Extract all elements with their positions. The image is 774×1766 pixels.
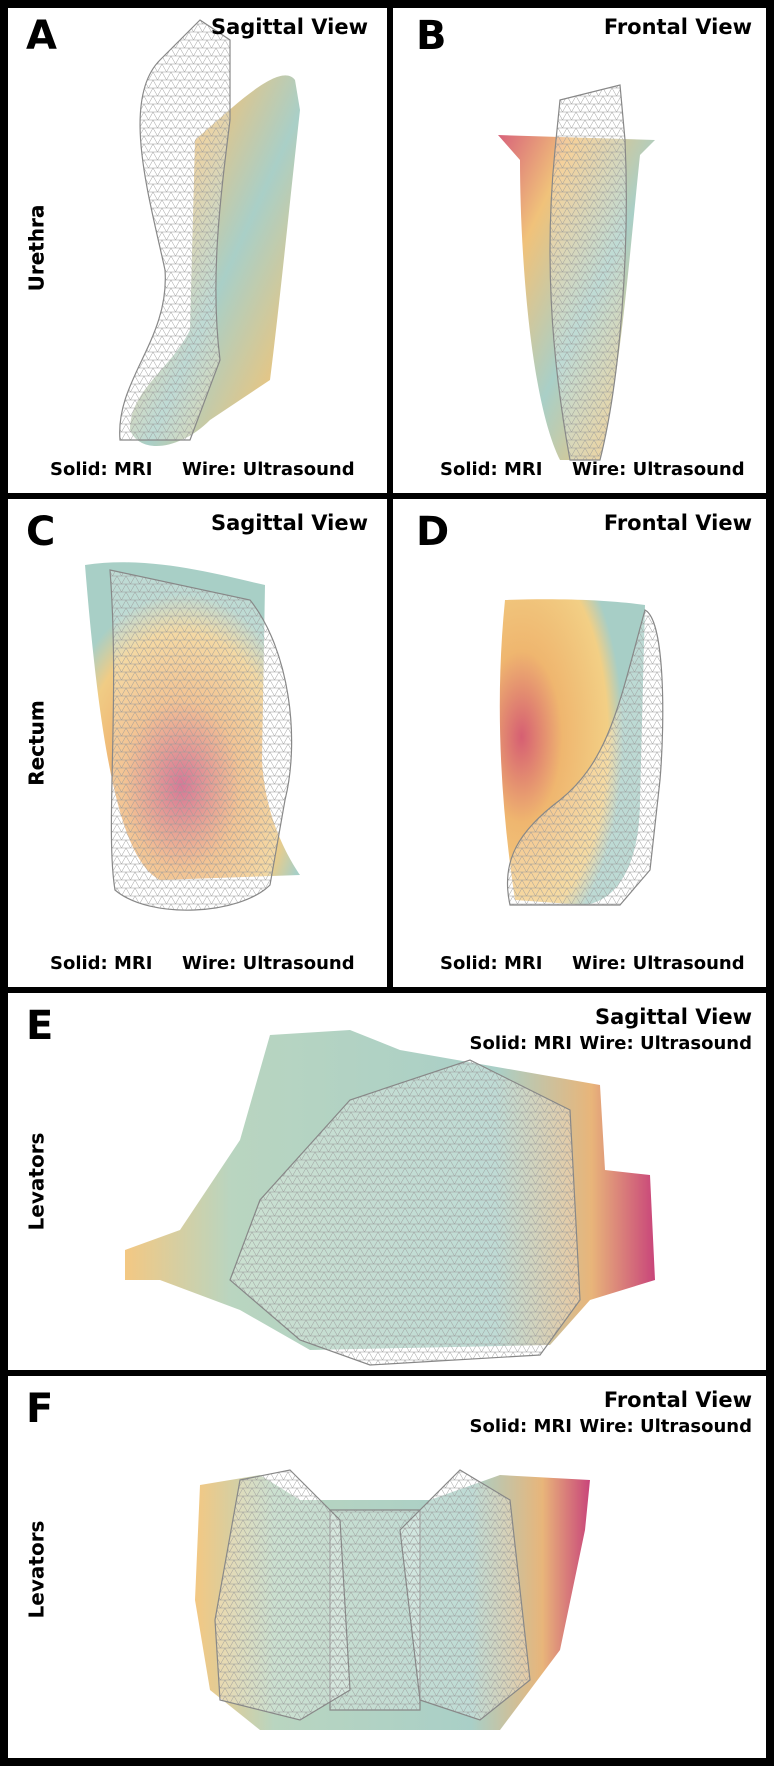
view-title: Sagittal View (211, 511, 368, 535)
panel-letter: F (26, 1386, 53, 1432)
structure-label: Rectum (25, 700, 49, 785)
legend-solid: Solid: MRI (440, 953, 543, 974)
legend-solid: Solid: MRI (50, 953, 153, 974)
legend-wire: Wire: Ultrasound (572, 953, 745, 974)
structure-label: Urethra (25, 205, 49, 292)
levators-sagittal-render (125, 1030, 655, 1365)
rectum-sagittal-render (85, 562, 300, 910)
view-title: Frontal View (604, 511, 752, 535)
legend-wire: Wire: Ultrasound (579, 1416, 752, 1437)
legend-solid: Solid: MRI (470, 1416, 573, 1437)
legend-wire: Wire: Ultrasound (182, 953, 355, 974)
view-title: Sagittal View (595, 1005, 752, 1029)
legend-solid: Solid: MRI (50, 459, 153, 480)
panel-letter: A (26, 13, 57, 59)
panel-letter: D (416, 509, 449, 555)
legend-wire: Wire: Ultrasound (182, 459, 355, 480)
structure-label: Levators (25, 1521, 49, 1619)
view-title: Frontal View (604, 15, 752, 39)
legend-solid: Solid: MRI (470, 1033, 573, 1054)
panel-letter: E (26, 1003, 53, 1049)
figure: A Sagittal View Urethra Solid: MRI Wire: Ult… (0, 0, 774, 1766)
view-title: Frontal View (604, 1388, 752, 1412)
urethra-sagittal-render (120, 20, 300, 446)
legend-wire: Wire: Ultrasound (572, 459, 745, 480)
urethra-frontal-render (498, 85, 655, 460)
legend-solid: Solid: MRI (440, 459, 543, 480)
rectum-frontal-render (500, 599, 663, 905)
panel-letter: C (26, 509, 55, 555)
levators-frontal-render (195, 1470, 590, 1730)
panel-letter: B (416, 13, 447, 59)
structure-label: Levators (25, 1133, 49, 1231)
legend-wire: Wire: Ultrasound (579, 1033, 752, 1054)
view-title: Sagittal View (211, 15, 368, 39)
